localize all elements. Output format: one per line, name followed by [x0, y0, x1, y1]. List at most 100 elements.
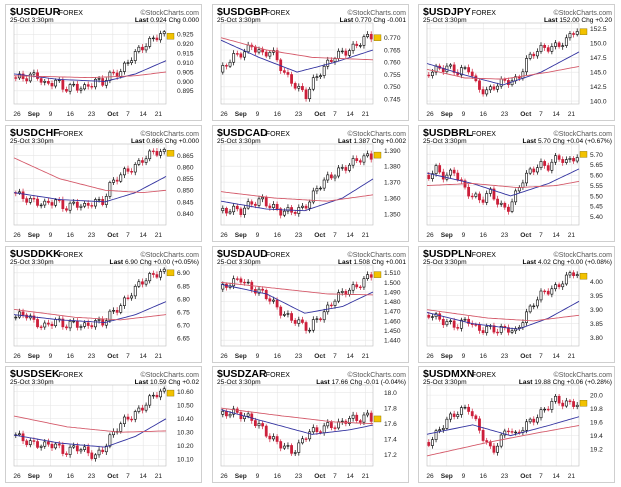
candle: [452, 62, 456, 76]
ma-short-line: [13, 301, 167, 323]
candle: [272, 201, 275, 211]
y-tick-label: 1.500: [384, 280, 401, 287]
y-tick-label: 0.895: [177, 88, 194, 95]
y-tick-label: 19.2: [590, 447, 603, 454]
candle: [65, 206, 68, 213]
candle: [83, 201, 86, 209]
candle: [441, 168, 445, 183]
candle: [308, 87, 312, 102]
y-tick-label: 10.10: [177, 457, 194, 464]
candle: [554, 153, 557, 166]
y-tick-label: 19.8: [590, 406, 603, 413]
candle: [122, 61, 126, 75]
last-change-label: Last 0.770 Chg -0.001: [340, 17, 407, 24]
candle: [290, 443, 293, 456]
y-tick-label: 6.90: [177, 270, 190, 277]
candle: [286, 442, 290, 450]
candle: [39, 76, 43, 86]
candle: [492, 443, 496, 455]
candle: [151, 35, 155, 42]
candle: [112, 177, 115, 186]
candle: [46, 438, 50, 447]
x-tick-label: 7: [333, 232, 337, 239]
candle: [499, 323, 503, 335]
candle: [65, 451, 68, 458]
timestamp: 25-Oct 3:30pm: [10, 259, 54, 266]
x-tick-label: 23: [88, 111, 96, 118]
y-tick-label: 0.920: [177, 41, 194, 48]
y-tick-label: 0.755: [384, 72, 401, 79]
candle: [104, 443, 108, 456]
x-tick-label: 9: [256, 232, 260, 239]
candle: [239, 276, 243, 285]
candle: [221, 205, 225, 214]
timestamp: 25-Oct 3:30pm: [10, 17, 54, 24]
candle: [39, 203, 43, 209]
candle: [286, 204, 290, 215]
y-tick-label: 1.440: [384, 338, 401, 345]
x-tick-label: 26: [13, 232, 21, 239]
x-tick-label: 9: [256, 353, 260, 360]
candle: [155, 34, 159, 42]
instrument-kind: FOREX: [59, 372, 83, 379]
plot-frame: [426, 264, 580, 347]
x-tick-label: 7: [333, 353, 337, 360]
candle: [50, 321, 54, 329]
candle: [535, 296, 539, 309]
candle: [557, 393, 561, 406]
x-tick-label: 14: [553, 111, 561, 118]
candle: [459, 64, 463, 79]
candle: [275, 434, 279, 445]
symbol-title: $USDEUR: [10, 6, 61, 18]
candle: [369, 31, 373, 43]
candle: [119, 421, 123, 434]
x-tick-label: 9: [49, 111, 53, 118]
candle: [275, 47, 279, 63]
last-price-marker: [166, 32, 175, 40]
chart-panel-usdpln: 4.00 3.95 3.90 3.85 3.80 26 Sep 9 16 23 Oct 7 14 21 $U…: [418, 246, 615, 363]
candle: [492, 322, 496, 335]
x-tick-label: 21: [362, 353, 370, 360]
candle: [232, 405, 236, 418]
chart-svg: 152.5 150.0 147.5 145.0 142.5 140.0 26 Sep 9 16 23…: [423, 6, 612, 118]
candle: [141, 157, 144, 166]
last-change-label: Last 4.02 Chg +0.00 (+0.08%): [523, 259, 612, 266]
candle: [463, 404, 467, 410]
symbol-title: $USDSEK: [10, 368, 60, 380]
candle: [438, 310, 442, 322]
y-tick-label: 1.470: [384, 309, 401, 316]
y-tick-label: 5.45: [590, 204, 603, 211]
timestamp: 25-Oct 3:30pm: [423, 138, 467, 145]
candle: [485, 437, 489, 445]
candle: [467, 404, 471, 415]
x-tick-label: Oct: [107, 232, 119, 239]
candle: [550, 398, 554, 413]
x-tick-label: Oct: [107, 111, 119, 118]
ma-short-line: [220, 283, 374, 314]
x-tick-label: 9: [49, 353, 53, 360]
candle: [481, 427, 485, 443]
candle: [543, 43, 547, 51]
candle: [514, 74, 518, 84]
candle: [290, 311, 293, 324]
y-tick-label: 0.770: [384, 35, 401, 42]
x-tick-label: 23: [88, 353, 96, 360]
candle: [525, 55, 528, 76]
candle: [355, 155, 359, 164]
candle: [492, 84, 496, 92]
candle: [250, 199, 254, 208]
x-tick-label: Oct: [314, 232, 326, 239]
candle: [155, 392, 159, 399]
symbol-title: $USDBRL: [423, 127, 473, 139]
y-tick-label: 5.50: [590, 193, 603, 200]
chart-svg: 6.90 6.85 6.80 6.75 6.70 6.65 26 Sep 9 16 23 Oct 7 14…: [10, 248, 199, 360]
chart-panel-usdbrl: 5.70 5.65 5.60 5.55 5.50 5.45 5.40 26 Sep 9 16 23 Oc…: [418, 125, 615, 242]
candle: [43, 320, 47, 330]
candle: [528, 166, 532, 175]
x-tick-label: 23: [501, 473, 509, 480]
x-tick-label: 26: [426, 473, 434, 480]
candle: [232, 50, 236, 66]
x-tick-label: 14: [553, 353, 561, 360]
candle: [543, 407, 547, 413]
ma-long-line: [220, 281, 374, 296]
